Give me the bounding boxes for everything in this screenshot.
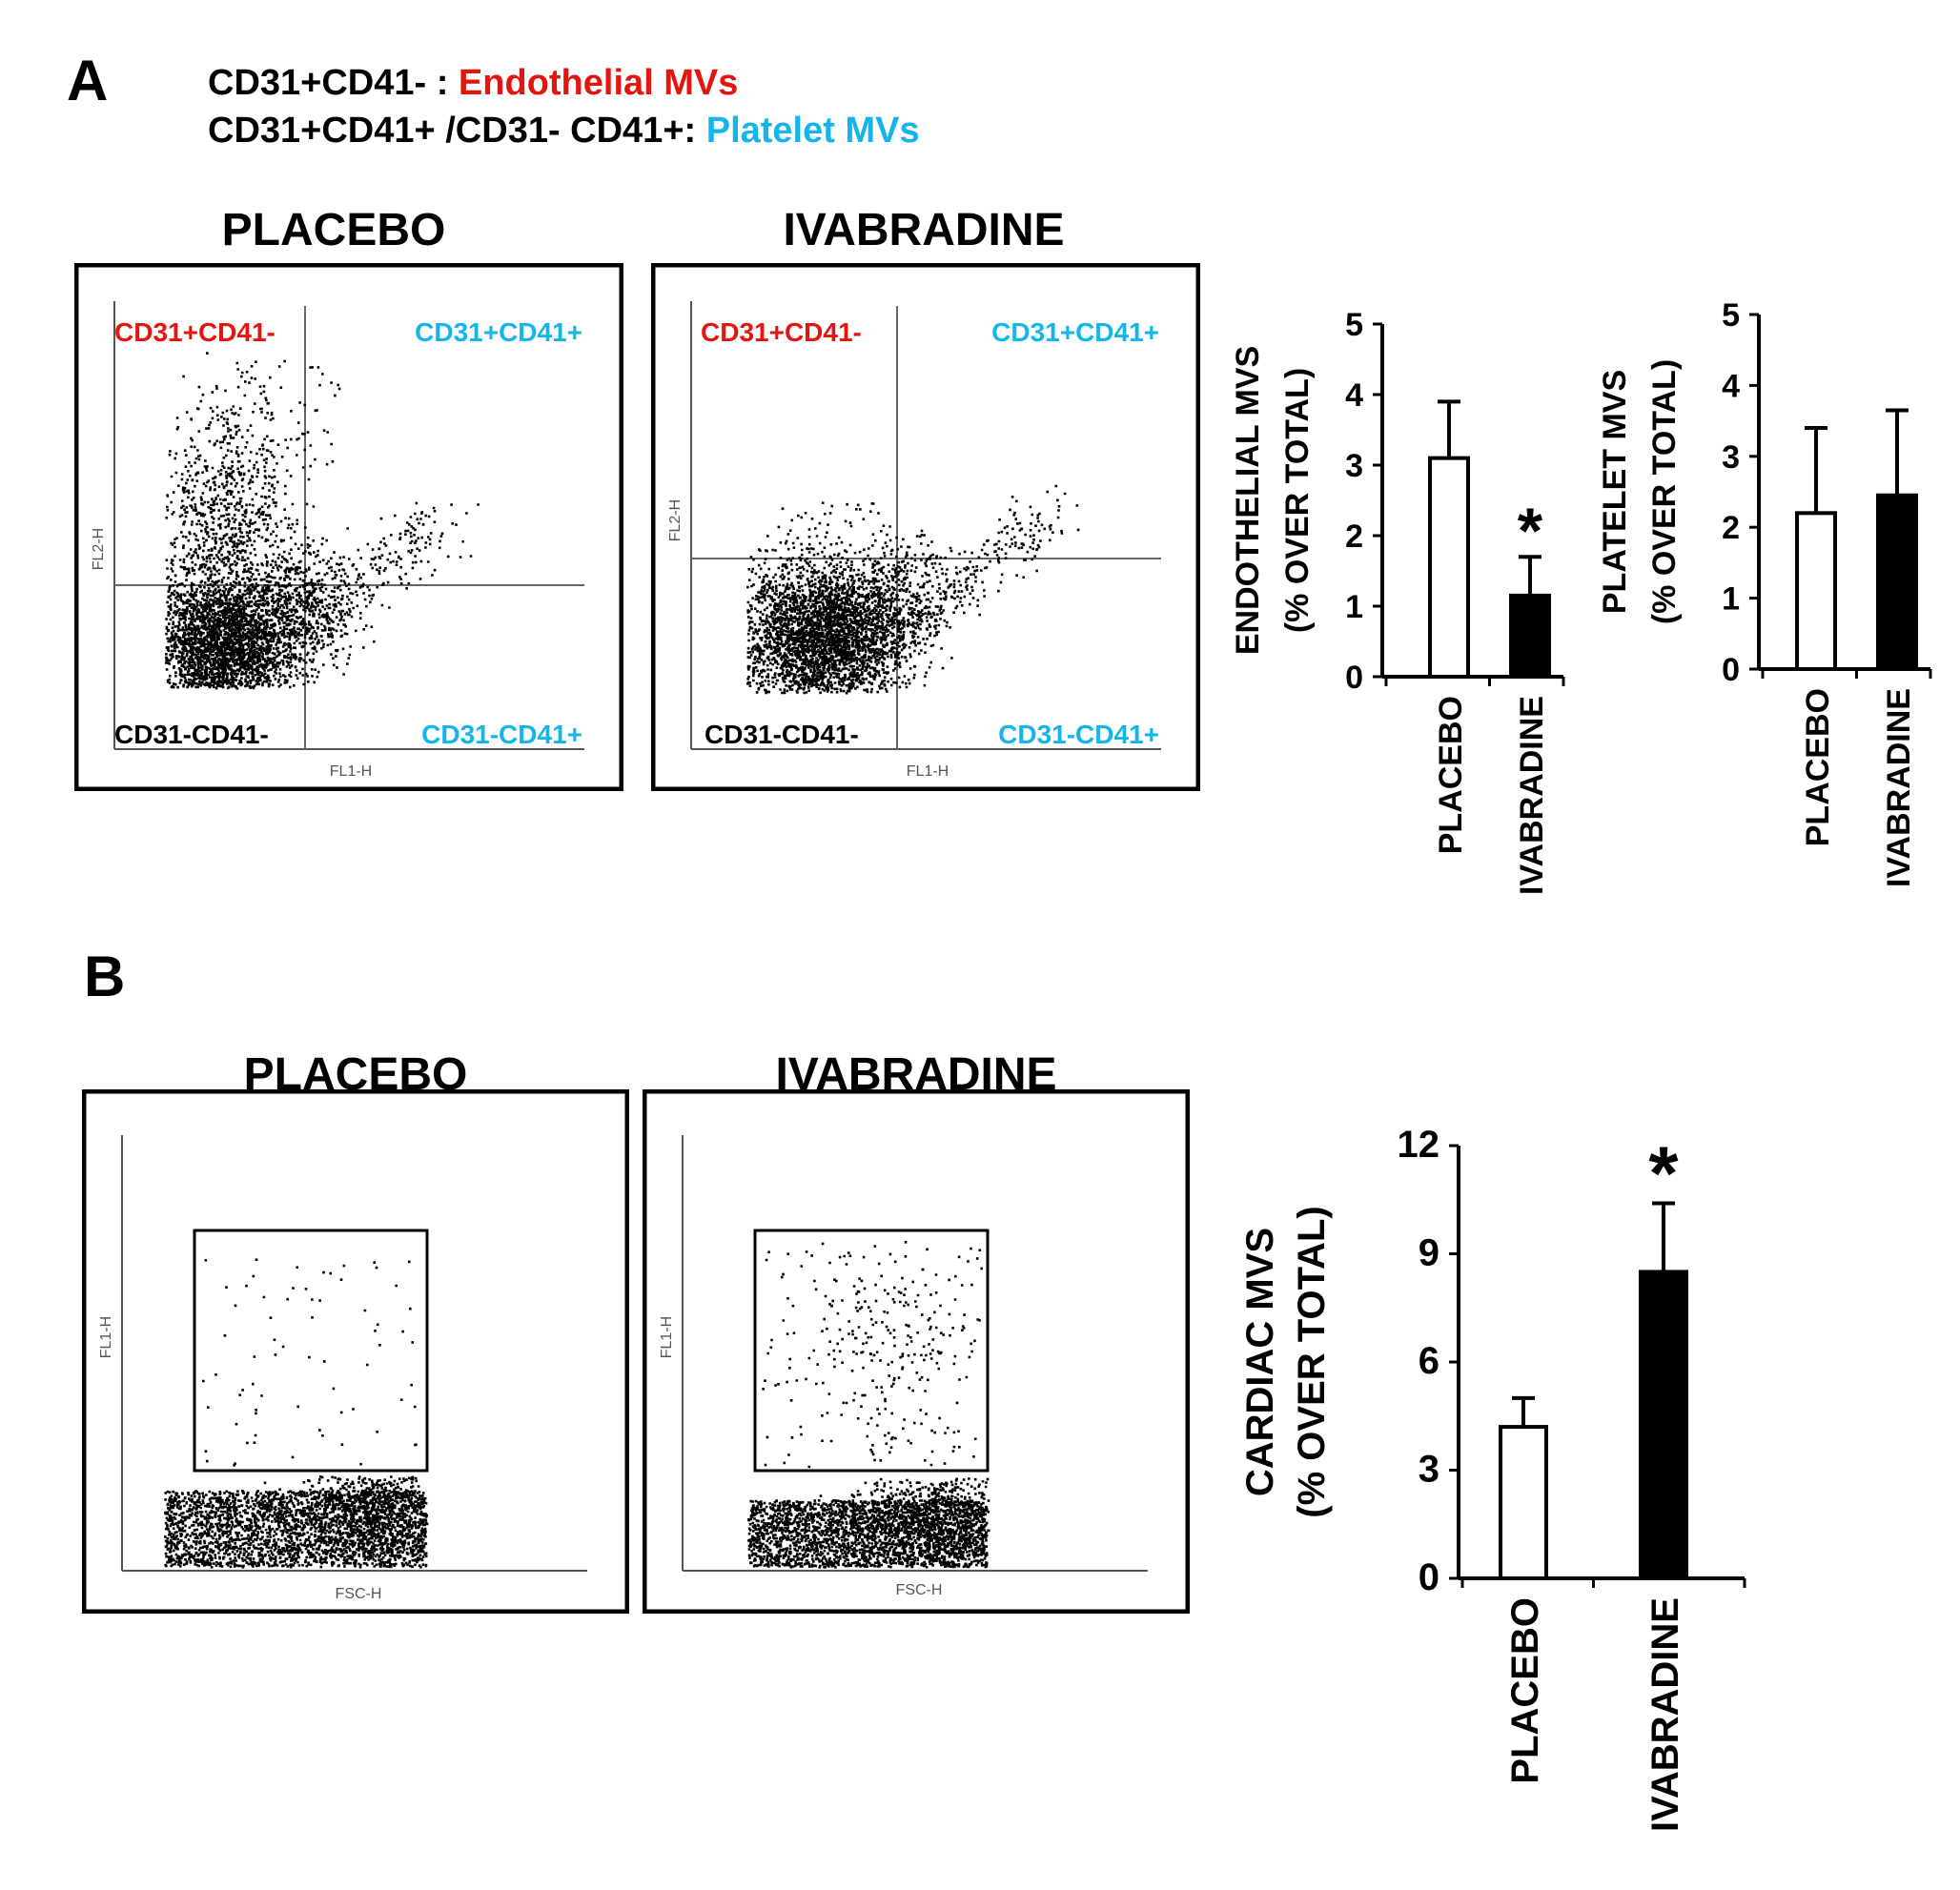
chart-2-bar [1499, 1425, 1548, 1580]
dots-a1-points [165, 352, 480, 690]
flow-plot-a1-y-label: FL2-H [91, 528, 107, 570]
panel-b-letter: B [84, 945, 126, 1008]
chart-2-y-tick-label: 9 [1419, 1232, 1439, 1274]
chart-2-bar [1639, 1270, 1688, 1581]
chart-0-category-label: PLACEBO [1433, 696, 1469, 854]
chart-2-category-label: IVABRADINE [1644, 1597, 1686, 1832]
chart-2-significance-star: * [1648, 1131, 1679, 1216]
dots-a2-points [746, 484, 1080, 695]
quadrant-a1-bottom-right: CD31-CD41+ [421, 720, 582, 749]
chart-0-y-tick-label: 4 [1345, 377, 1363, 414]
chart-2-y-label-line1: CARDIAC MVS [1239, 1228, 1281, 1496]
chart-1-category-label: IVABRADINE [1881, 688, 1917, 887]
chart-0-y-tick-label: 1 [1345, 589, 1363, 625]
legend-line-platelet: CD31+CD41+ /CD31- CD41+: Platelet MVs [208, 111, 920, 152]
quadrant-a2-bottom-right: CD31-CD41+ [998, 720, 1159, 749]
chart-0-category-label: IVABRADINE [1514, 696, 1550, 895]
quadrant-a1-top-right: CD31+CD41+ [415, 317, 582, 347]
chart-0-significance-star: * [1518, 495, 1543, 567]
flow-plot-a2-events [746, 484, 1080, 695]
flow-plot-a2-y-label: FL2-H [667, 499, 684, 541]
flow-plot-b1-y-label: FL1-H [98, 1316, 114, 1358]
legend-platelet-prefix: CD31+CD41+ /CD31- CD41+: [208, 111, 706, 151]
quadrant-a2-top-left: CD31+CD41- [701, 317, 862, 347]
bar-chart-platelet: 0 1 2 3 4 5 PLACEBO IVABRADINE PLATELET MVS (% OV… [1597, 297, 1932, 887]
flow-plot-a2: CD31+CD41- CD31+CD41+ CD31-CD41- CD31-CD… [651, 263, 1200, 791]
chart-0-bar [1428, 456, 1470, 679]
flow-plot-a1-frame [74, 263, 623, 791]
chart-2-category-label: PLACEBO [1504, 1597, 1546, 1784]
flow-plot-b1-events [164, 1258, 429, 1569]
quadrant-a2-top-right: CD31+CD41+ [991, 317, 1159, 347]
chart-0-y-tick-label: 3 [1345, 448, 1363, 484]
flow-plot-b2-events [747, 1241, 990, 1569]
flow-plot-a2-frame [651, 263, 1200, 791]
chart-0-y-tick-label: 2 [1345, 518, 1363, 555]
dots-b2-points [747, 1241, 990, 1569]
chart-0-bar [1509, 593, 1551, 679]
legend-platelet-label: Platelet MVs [705, 111, 920, 151]
flow-plot-a2-title: IVABRADINE [783, 205, 1065, 255]
chart-2-y-tick-label: 3 [1419, 1449, 1439, 1491]
flow-plot-a1-events [165, 352, 480, 690]
bar-chart-endothelial: 0 1 2 3 4 5 PLACEBO * IVABRADINE ENDOTHELIAL MVS (… [1230, 307, 1565, 895]
legend-endothelial-label: Endothelial MVs [458, 63, 739, 103]
chart-1-y-tick-label: 0 [1722, 652, 1740, 688]
chart-0-y-tick-label: 0 [1345, 660, 1363, 696]
chart-0-y-label-line1: ENDOTHELIAL MVS [1230, 346, 1266, 655]
chart-1-y-label-line1: PLATELET MVS [1597, 370, 1633, 614]
flow-plot-a1-x-label: FL1-H [330, 763, 372, 780]
quadrant-a1-bottom-left: CD31-CD41- [114, 720, 269, 749]
chart-1-bar [1876, 493, 1918, 671]
legend-endothelial-prefix: CD31+CD41- : [208, 63, 459, 103]
panel-a-letter: A [67, 49, 109, 112]
flow-plot-b1: FSC-H FL1-H [82, 1089, 629, 1614]
chart-1-y-tick-label: 2 [1722, 510, 1740, 546]
flow-plot-b2-y-label: FL1-H [659, 1316, 675, 1358]
chart-1-y-label-line2: (% OVER TOTAL) [1646, 359, 1683, 624]
chart-1-y-tick-label: 3 [1722, 439, 1740, 476]
legend-line-endothelial: CD31+CD41- : Endothelial MVs [208, 63, 738, 104]
flow-plot-a1: CD31+CD41- CD31+CD41+ CD31-CD41- CD31-CD… [74, 263, 623, 791]
chart-0-y-label-line2: (% OVER TOTAL) [1279, 368, 1316, 633]
flow-plot-b1-x-label: FSC-H [336, 1586, 382, 1602]
flow-plot-b1-gate [193, 1229, 429, 1473]
chart-1-category-label: PLACEBO [1800, 688, 1836, 846]
chart-2-y-tick-label: 12 [1398, 1124, 1440, 1166]
chart-0-y-tick-label: 5 [1345, 307, 1363, 343]
flow-plot-b2-x-label: FSC-H [896, 1582, 943, 1598]
flow-plot-b2-gate [753, 1229, 990, 1473]
dots-b1-points [164, 1258, 429, 1569]
bar-chart-cardiac: 0 3 6 9 12 PLACEBO * IVABRADINE CARDIAC MVS (% OV… [1239, 1124, 1746, 1832]
chart-1-y-tick-label: 5 [1722, 297, 1740, 334]
chart-2-y-tick-label: 6 [1419, 1340, 1439, 1382]
chart-2-y-tick-label: 0 [1419, 1556, 1439, 1598]
flow-plot-b2-frame [643, 1089, 1190, 1614]
quadrant-a2-bottom-left: CD31-CD41- [704, 720, 859, 749]
quadrant-a1-top-left: CD31+CD41- [114, 317, 276, 347]
flow-plot-b2: FSC-H FL1-H [643, 1089, 1190, 1614]
chart-1-bar [1795, 511, 1837, 671]
flow-plot-a2-x-label: FL1-H [907, 763, 949, 780]
chart-1-y-tick-label: 1 [1722, 581, 1740, 618]
chart-2-y-label-line2: (% OVER TOTAL) [1291, 1206, 1333, 1517]
chart-1-y-tick-label: 4 [1722, 368, 1740, 404]
flow-plot-a1-title: PLACEBO [221, 205, 446, 255]
